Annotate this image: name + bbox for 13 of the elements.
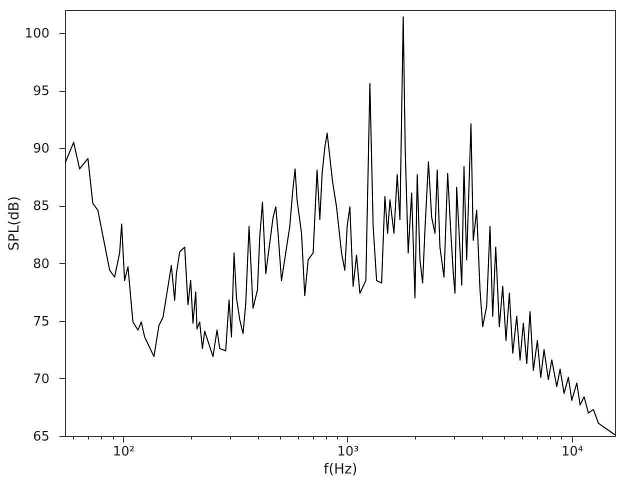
y-tick-label: 85	[32, 199, 50, 214]
x-tick-label: 10²	[112, 444, 135, 460]
y-tick-label: 80	[32, 256, 50, 272]
y-tick-label: 100	[24, 26, 50, 42]
y-tick-label: 70	[32, 372, 50, 387]
x-tick-label: 10⁴	[561, 444, 584, 460]
x-axis-title: f(Hz)	[324, 462, 358, 478]
y-axis-title: SPL(dB)	[6, 196, 23, 251]
y-tick-label: 75	[32, 314, 50, 330]
y-tick-label: 90	[32, 142, 50, 157]
x-tick-label: 10³	[337, 444, 359, 460]
y-tick-label: 95	[32, 84, 50, 100]
y-tick-label: 65	[32, 430, 50, 444]
